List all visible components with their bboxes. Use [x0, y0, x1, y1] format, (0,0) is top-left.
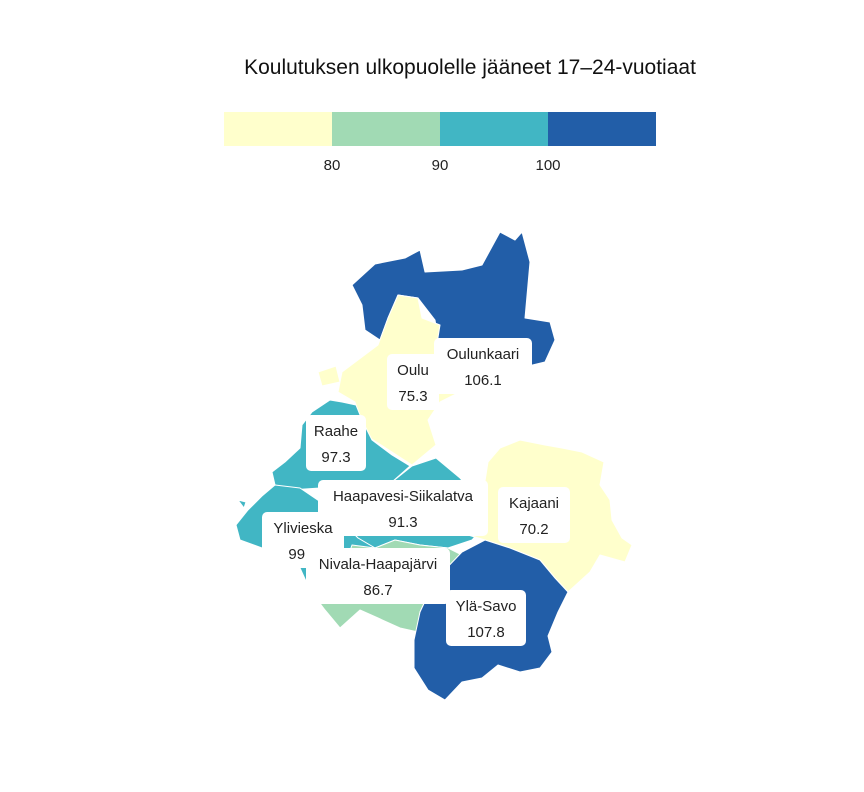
label-value: 91.3 — [388, 514, 417, 531]
label-name: Raahe — [314, 423, 358, 440]
label-value: 86.7 — [363, 582, 392, 599]
label-name: Ylivieska — [273, 520, 333, 537]
label-value: 97.3 — [321, 449, 350, 466]
label-box — [306, 548, 450, 604]
label-value: 106.1 — [464, 372, 502, 389]
legend-swatch-2 — [332, 112, 440, 146]
label-value: 107.8 — [467, 624, 505, 641]
label-ylasavo: Ylä-Savo 107.8 — [446, 590, 526, 646]
label-box — [498, 487, 570, 543]
label-name: Ylä-Savo — [456, 598, 517, 615]
legend-swatch-1 — [224, 112, 332, 146]
label-name: Oulu — [397, 362, 429, 379]
label-haapavesi: Haapavesi-Siikalatva 91.3 — [318, 480, 488, 536]
color-legend: 80 90 100 — [224, 112, 656, 174]
label-nivala: Nivala-Haapajärvi 86.7 — [306, 548, 450, 604]
legend-swatch-4 — [548, 112, 656, 146]
legend-tick-80: 80 — [324, 157, 341, 174]
label-oulunkaari: Oulunkaari 106.1 — [434, 338, 532, 394]
label-name: Nivala-Haapajärvi — [319, 556, 437, 573]
label-box — [306, 415, 366, 471]
map-title: Koulutuksen ulkopuolelle jääneet 17–24-v… — [244, 56, 696, 79]
legend-tick-100: 100 — [535, 157, 560, 174]
label-name: Kajaani — [509, 495, 559, 512]
legend-swatch-3 — [440, 112, 548, 146]
label-value: 70.2 — [519, 521, 548, 538]
label-name: Oulunkaari — [447, 346, 520, 363]
label-oulu: Oulu 75.3 — [387, 354, 439, 410]
label-box — [434, 338, 532, 394]
legend-tick-90: 90 — [432, 157, 449, 174]
label-box — [446, 590, 526, 646]
label-kajaani: Kajaani 70.2 — [498, 487, 570, 543]
label-raahe: Raahe 97.3 — [306, 415, 366, 471]
label-name: Haapavesi-Siikalatva — [333, 488, 474, 505]
label-box — [387, 354, 439, 410]
label-box — [318, 480, 488, 536]
label-value: 75.3 — [398, 388, 427, 405]
